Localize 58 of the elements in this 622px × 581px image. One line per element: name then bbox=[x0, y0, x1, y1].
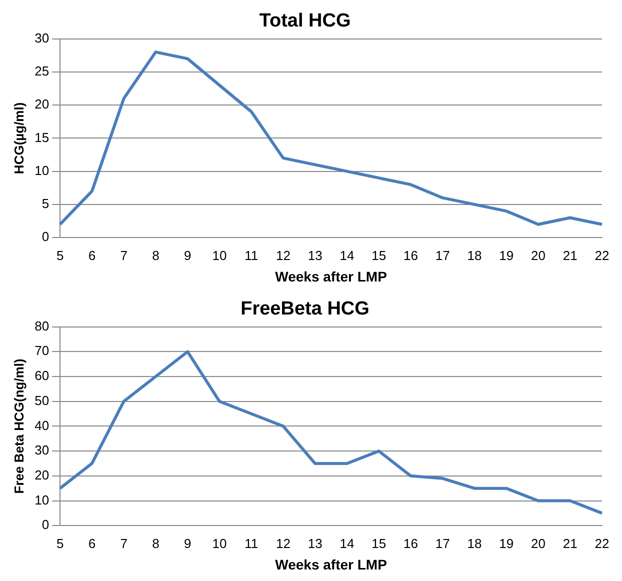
x-tick-label: 16 bbox=[403, 248, 418, 263]
x-tick-label: 17 bbox=[435, 248, 450, 263]
x-tick-label: 22 bbox=[594, 248, 610, 263]
y-tick-label: 80 bbox=[34, 318, 50, 334]
x-tick-label: 20 bbox=[531, 248, 546, 263]
x-tick-label: 14 bbox=[340, 536, 354, 551]
x-tick-label: 7 bbox=[120, 536, 128, 551]
y-tick-label: 70 bbox=[34, 343, 50, 358]
x-tick-label: 18 bbox=[467, 536, 482, 551]
x-tick-label: 13 bbox=[308, 536, 322, 551]
x-tick-label: 12 bbox=[276, 536, 290, 551]
y-axis-title: HCG(µg/ml) bbox=[11, 102, 26, 174]
x-tick-label: 8 bbox=[152, 248, 160, 263]
y-tick-label: 10 bbox=[34, 492, 50, 508]
x-tick-label: 14 bbox=[340, 248, 354, 263]
x-tick-label: 9 bbox=[184, 536, 192, 551]
y-tick-label: 20 bbox=[34, 96, 50, 112]
x-axis-title: Weeks after LMP bbox=[275, 268, 387, 284]
x-tick-label: 12 bbox=[276, 248, 290, 263]
x-tick-label: 11 bbox=[244, 248, 258, 263]
x-tick-label: 16 bbox=[403, 536, 418, 551]
x-tick-label: 8 bbox=[152, 536, 160, 551]
x-tick-label: 6 bbox=[88, 536, 96, 551]
x-tick-label: 7 bbox=[120, 248, 128, 263]
x-tick-label: 17 bbox=[435, 536, 450, 551]
x-tick-label: 5 bbox=[56, 536, 64, 551]
chart-title: Total HCG bbox=[259, 10, 351, 32]
x-tick-label: 18 bbox=[467, 248, 482, 263]
y-tick-label: 10 bbox=[34, 162, 50, 178]
x-tick-label: 15 bbox=[372, 536, 386, 551]
x-tick-label: 19 bbox=[499, 536, 514, 551]
y-tick-label: 20 bbox=[34, 467, 50, 482]
chart-title: FreeBeta HCG bbox=[240, 298, 370, 320]
x-tick-label: 9 bbox=[184, 248, 192, 263]
x-tick-label: 11 bbox=[244, 536, 258, 551]
x-tick-label: 21 bbox=[562, 248, 578, 263]
x-tick-label: 22 bbox=[594, 536, 610, 551]
x-tick-label: 13 bbox=[308, 248, 322, 263]
y-tick-label: 0 bbox=[42, 517, 50, 532]
x-tick-label: 10 bbox=[212, 536, 227, 551]
x-tick-label: 10 bbox=[212, 248, 227, 263]
y-tick-label: 30 bbox=[34, 442, 50, 458]
y-tick-label: 60 bbox=[34, 368, 50, 384]
y-tick-label: 50 bbox=[34, 392, 50, 408]
x-tick-label: 15 bbox=[372, 248, 386, 263]
y-axis-title: Free Beta HCG(ng/ml) bbox=[11, 358, 26, 494]
y-tick-label: 0 bbox=[42, 229, 50, 244]
x-tick-label: 5 bbox=[56, 248, 64, 263]
x-tick-label: 21 bbox=[562, 536, 578, 551]
y-tick-label: 25 bbox=[34, 64, 50, 79]
x-tick-label: 19 bbox=[499, 248, 514, 263]
y-tick-label: 40 bbox=[34, 418, 50, 433]
y-tick-label: 5 bbox=[42, 196, 50, 212]
x-tick-label: 6 bbox=[88, 248, 96, 263]
x-tick-label: 20 bbox=[531, 536, 546, 551]
x-axis-title: Weeks after LMP bbox=[275, 556, 387, 572]
y-tick-label: 15 bbox=[34, 130, 50, 145]
y-tick-label: 30 bbox=[34, 30, 50, 46]
